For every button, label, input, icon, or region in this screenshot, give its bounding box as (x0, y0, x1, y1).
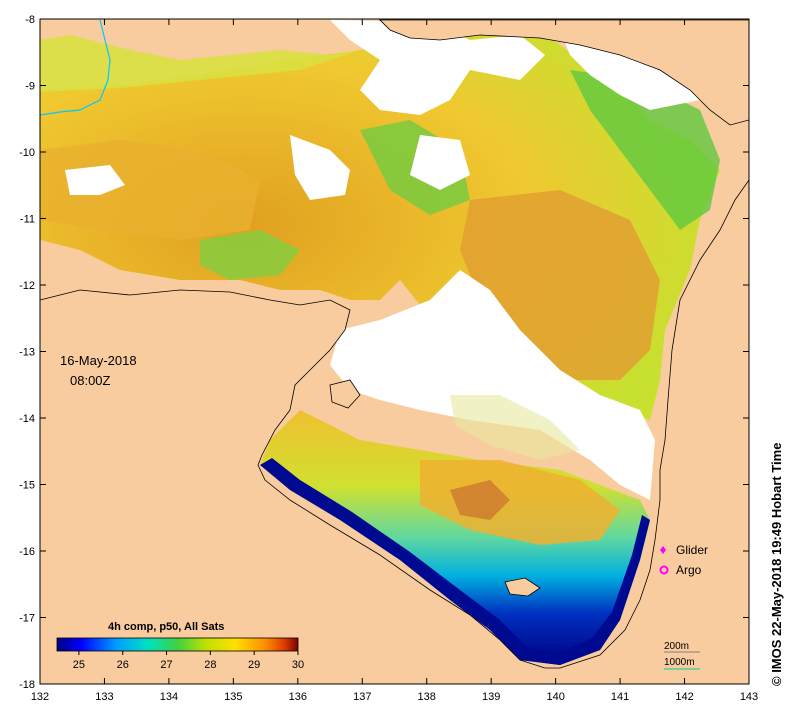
lon-tick-label: 137 (353, 691, 371, 703)
colorbar-tick-label: 30 (292, 659, 304, 671)
lat-tick-label: -16 (19, 546, 35, 558)
colorbar-ticks: 25 26 27 28 29 30 (73, 651, 304, 671)
isobath-1000m-label: 1000m (664, 657, 695, 668)
mornington-island (504, 577, 541, 597)
lon-tick-label: 140 (546, 691, 564, 703)
south-warm-core (420, 460, 620, 545)
south-hot-spot (450, 480, 510, 520)
glider-marker-icon (660, 546, 666, 554)
lat-tick-label: -14 (19, 413, 35, 425)
lon-tick-label: 136 (289, 691, 307, 703)
colorbar-tick-label: 28 (204, 659, 216, 671)
colorbar-tick-label: 25 (73, 659, 85, 671)
colorbar-tick-label: 26 (117, 659, 129, 671)
lon-tick-label: 135 (224, 691, 242, 703)
platform-legend: Glider Argo (659, 543, 708, 577)
lat-tick-label: -8 (25, 14, 35, 26)
cloud-central-2 (450, 395, 580, 460)
latitude-axis: -8 -9 -10 -11 -12 -13 -14 -15 -16 -17 -18 (19, 14, 749, 691)
colorbar-tick-label: 29 (248, 659, 260, 671)
cloud-north (330, 20, 545, 115)
credit-text: © IMOS 22-May-2018 19:49 Hobart Time (769, 443, 784, 686)
lat-tick-label: -10 (19, 147, 35, 159)
cloud-central (330, 270, 655, 500)
north-strip-sst (40, 35, 360, 92)
groote-island (329, 379, 361, 409)
lon-tick-label: 141 (611, 691, 629, 703)
lon-tick-label: 139 (482, 691, 500, 703)
isobath-legend: 200m 1000m (664, 641, 700, 670)
glider-label: Glider (676, 543, 708, 557)
lon-tick-label: 142 (675, 691, 693, 703)
lat-tick-label: -17 (19, 613, 35, 625)
cloud-w (65, 165, 125, 195)
cloud-north-2 (560, 30, 700, 110)
colorbar-tick-label: 27 (160, 659, 172, 671)
argo-label: Argo (676, 563, 702, 577)
colorbar-title: 4h comp, p50, All Sats (108, 621, 224, 633)
lat-tick-label: -9 (25, 81, 35, 93)
lon-tick-label: 132 (31, 691, 49, 703)
cloud-nw (290, 135, 350, 200)
lon-tick-label: 138 (418, 691, 436, 703)
west-warm-sst (40, 140, 260, 240)
time-label: 08:00Z (70, 373, 111, 388)
arnhem-land (39, 178, 750, 685)
green-patch-w (200, 230, 300, 280)
new-guinea-land (379, 19, 750, 126)
isobath-200m-label: 200m (664, 641, 689, 652)
lat-tick-label: -18 (19, 679, 35, 691)
colorbar-gradient (56, 637, 299, 652)
colorbar: 4h comp, p50, All Sats 25 26 27 28 29 30 (56, 621, 304, 671)
lat-tick-label: -13 (19, 347, 35, 359)
lon-tick-label: 143 (740, 691, 758, 703)
lon-tick-label: 133 (95, 691, 113, 703)
lat-tick-label: -11 (20, 214, 35, 226)
lat-tick-label: -15 (19, 480, 35, 492)
cloud-ncentre (410, 135, 470, 190)
argo-marker-icon (659, 565, 669, 575)
river-line (39, 19, 111, 116)
lat-tick-label: -12 (19, 280, 35, 292)
longitude-axis: 132 133 134 135 136 137 138 139 140 141 142 143 (31, 19, 758, 703)
date-label: 16-May-2018 (60, 353, 137, 368)
green-patch-ne (570, 70, 720, 230)
lon-tick-label: 134 (160, 691, 178, 703)
